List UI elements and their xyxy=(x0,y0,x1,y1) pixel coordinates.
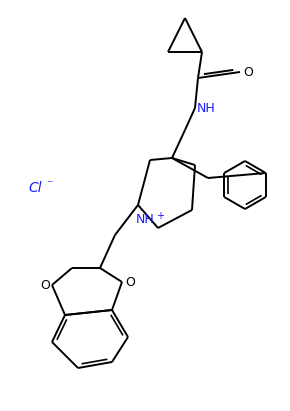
Text: O: O xyxy=(40,279,50,291)
Text: NH: NH xyxy=(197,102,216,115)
Text: +: + xyxy=(156,211,164,221)
Text: NH: NH xyxy=(136,213,155,226)
Text: Cl: Cl xyxy=(28,181,42,195)
Text: O: O xyxy=(125,275,135,289)
Text: O: O xyxy=(243,65,253,79)
Text: ⁻: ⁻ xyxy=(46,178,52,192)
